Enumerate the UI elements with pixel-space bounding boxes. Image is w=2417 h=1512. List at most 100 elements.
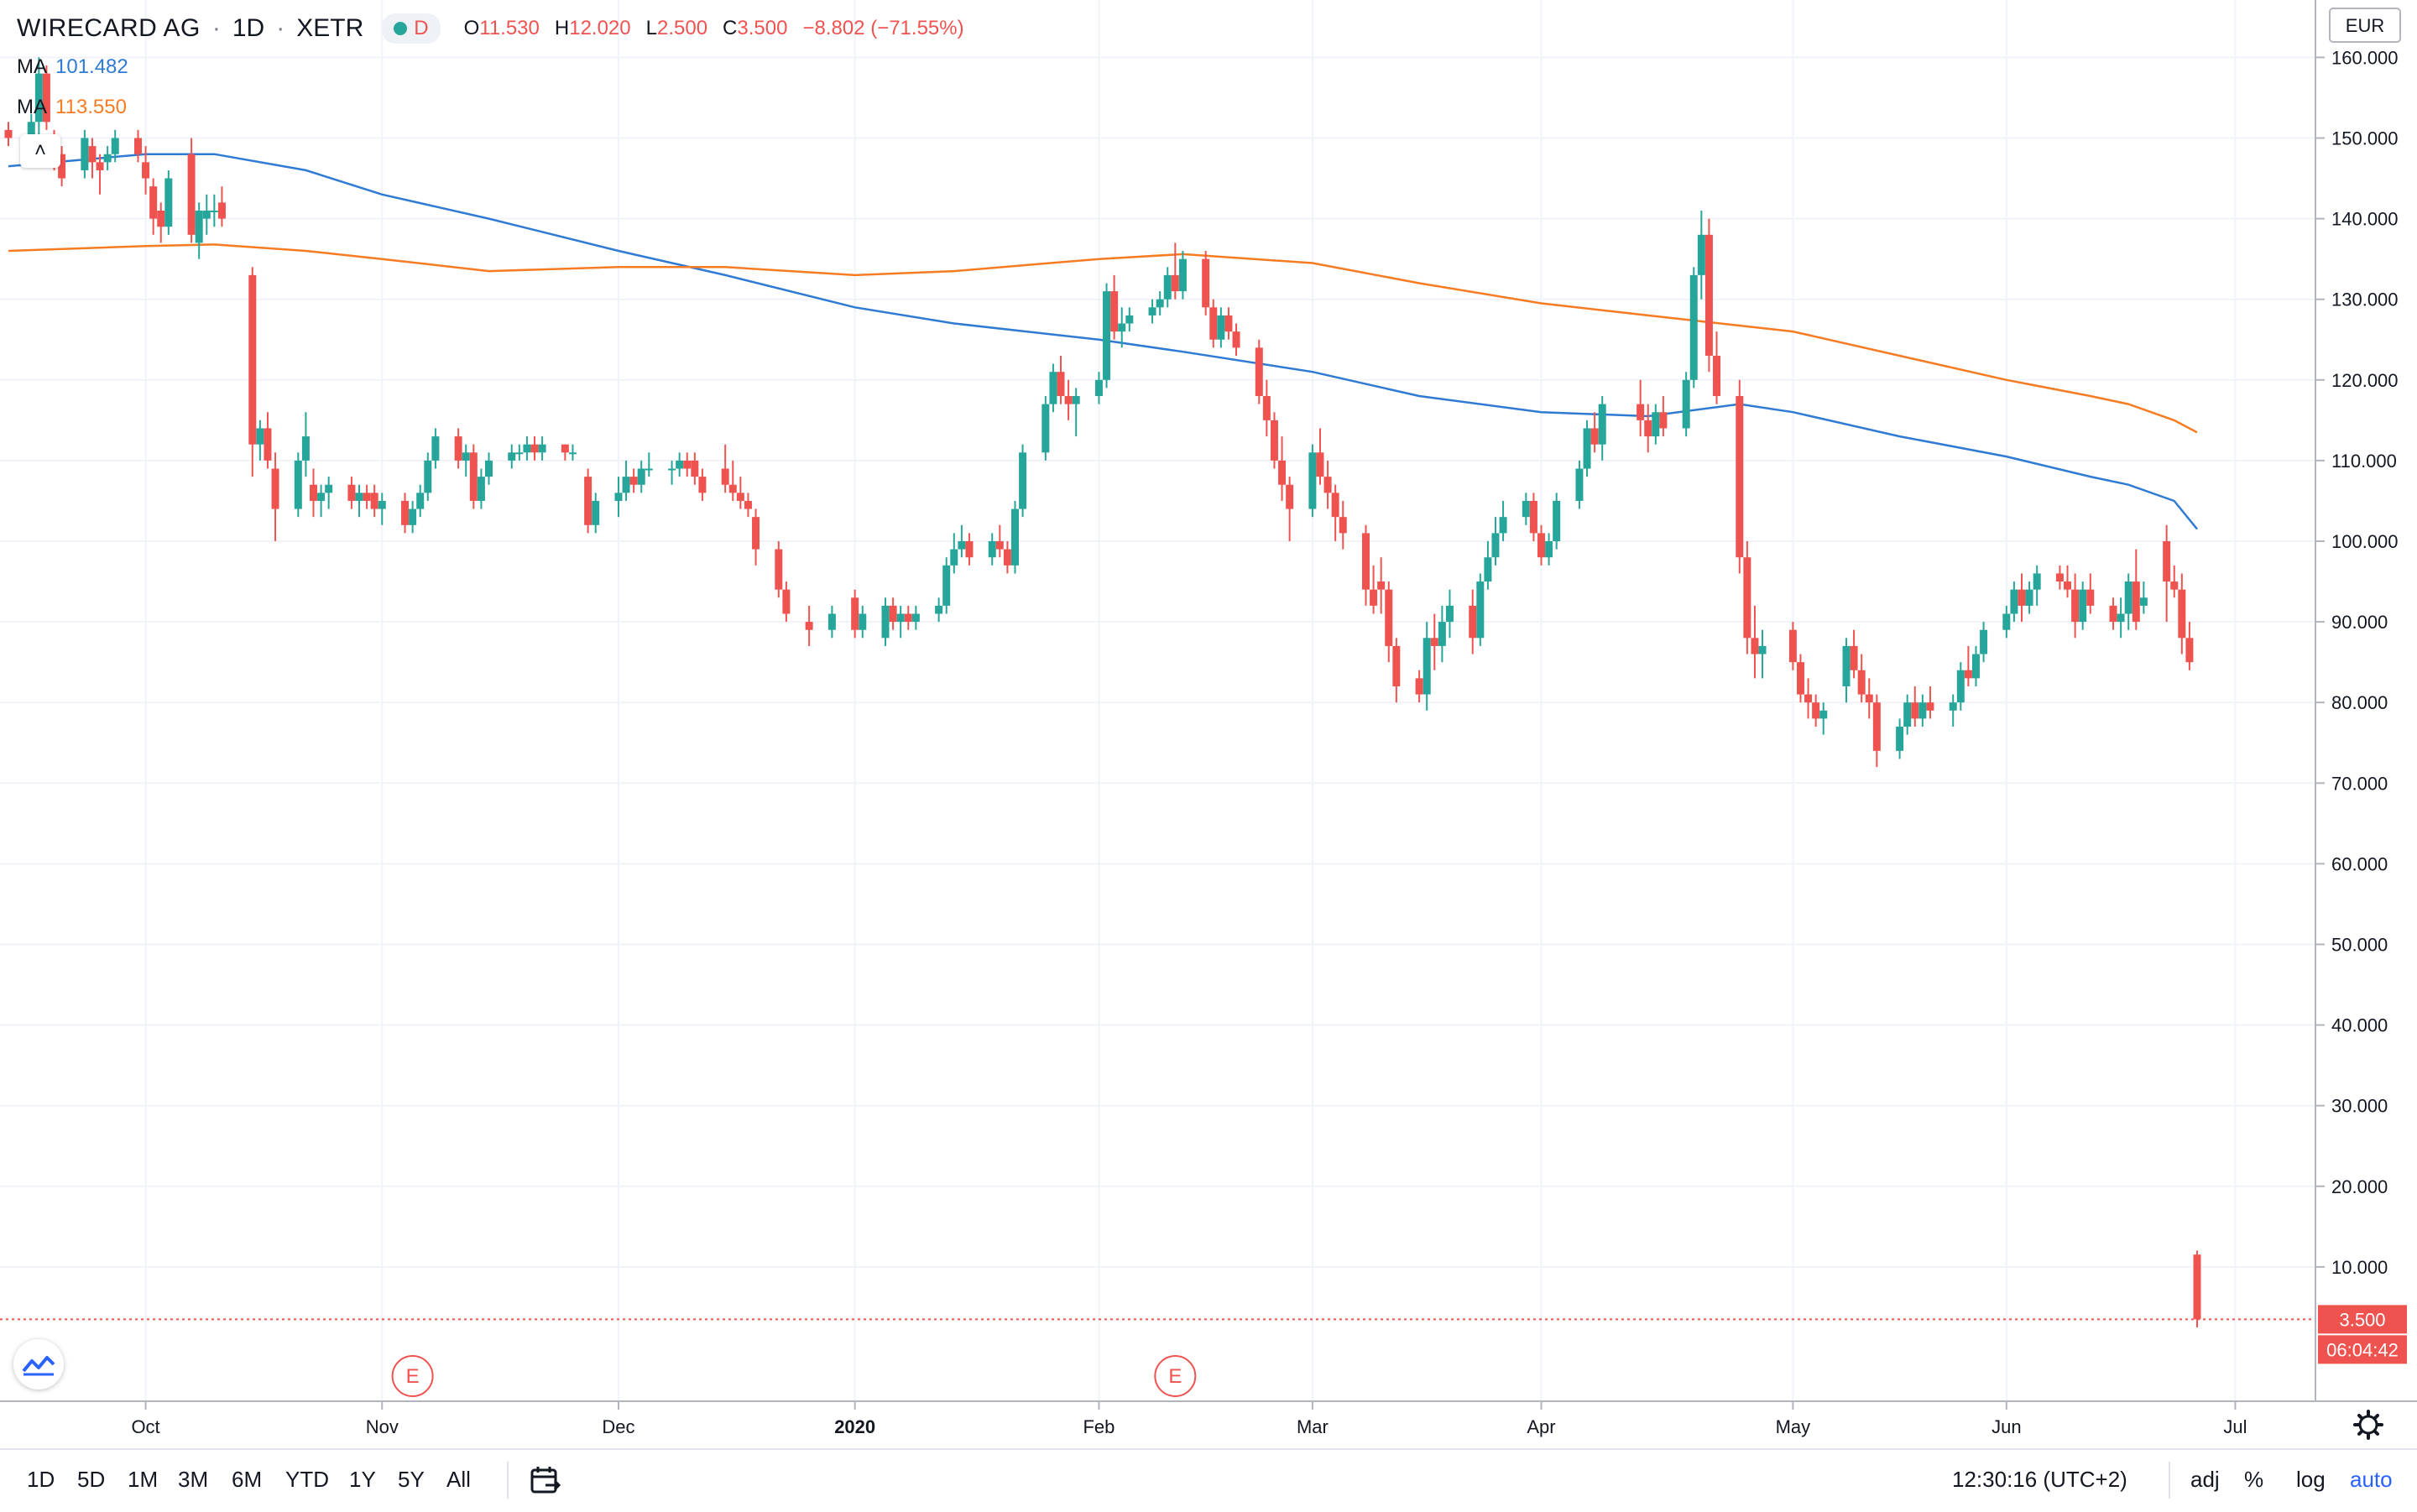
candle[interactable] [1072, 388, 1080, 437]
candle[interactable] [111, 129, 119, 163]
candle[interactable] [1469, 589, 1477, 654]
candle[interactable] [149, 178, 158, 235]
indicator-ma-slow[interactable]: MA 113.550 [17, 96, 127, 119]
candle[interactable] [950, 533, 958, 574]
candle[interactable] [935, 597, 943, 623]
candle[interactable] [1217, 307, 1225, 348]
candle[interactable] [363, 484, 371, 509]
candle[interactable] [1758, 629, 1767, 679]
candle[interactable] [301, 412, 310, 477]
candle[interactable] [1262, 379, 1271, 437]
candle[interactable] [294, 452, 302, 518]
candle[interactable] [744, 493, 752, 518]
candle[interactable] [96, 154, 104, 195]
candle[interactable] [988, 533, 996, 566]
candle[interactable] [1652, 404, 1660, 445]
candle[interactable] [1804, 678, 1813, 719]
candle[interactable] [1232, 323, 1240, 356]
candle[interactable] [2163, 524, 2171, 623]
timeframe-1d[interactable]: 1D [27, 1467, 55, 1492]
auto-scale-toggle[interactable]: auto [2350, 1467, 2393, 1492]
candle[interactable] [1125, 307, 1134, 332]
gear-icon[interactable] [2353, 1410, 2383, 1440]
candle[interactable] [1331, 484, 1339, 541]
market-status-badge[interactable]: D [382, 13, 441, 44]
candle[interactable] [2109, 597, 2117, 630]
candle[interactable] [157, 202, 165, 243]
candle[interactable] [1445, 589, 1454, 639]
candle[interactable] [1316, 428, 1324, 485]
candle[interactable] [1094, 372, 1103, 404]
candle[interactable] [1019, 444, 1027, 518]
candle[interactable] [622, 460, 630, 501]
earnings-event-marker[interactable]: E [391, 1355, 434, 1397]
candle[interactable] [42, 65, 50, 130]
candle[interactable] [88, 138, 97, 179]
candle[interactable] [683, 452, 692, 477]
candle[interactable] [1148, 299, 1156, 324]
timeframe-1y[interactable]: 1Y [349, 1467, 376, 1492]
candle[interactable] [248, 267, 257, 477]
candle[interactable] [1484, 541, 1492, 590]
candle[interactable] [1178, 251, 1187, 300]
candle[interactable] [1949, 694, 1957, 727]
candle[interactable] [1575, 460, 1584, 509]
candle[interactable] [2033, 565, 2041, 606]
candle[interactable] [1118, 307, 1126, 348]
candle[interactable] [508, 444, 516, 469]
candle[interactable] [614, 477, 623, 518]
candle[interactable] [1255, 339, 1263, 404]
candle[interactable] [1171, 242, 1179, 300]
candle[interactable] [484, 452, 493, 485]
candle[interactable] [881, 597, 890, 646]
candle[interactable] [1438, 605, 1446, 663]
candle[interactable] [1689, 267, 1698, 388]
timeframe-3m[interactable]: 3M [178, 1467, 209, 1492]
candle[interactable] [1872, 694, 1881, 768]
candle[interactable] [1064, 379, 1073, 420]
candle[interactable] [637, 460, 645, 493]
candle[interactable] [401, 493, 410, 534]
candle[interactable] [2071, 573, 2080, 639]
candle[interactable] [1971, 645, 1980, 686]
candle[interactable] [1842, 638, 1851, 703]
candle[interactable] [1598, 396, 1606, 461]
candle[interactable] [1926, 686, 1934, 719]
candle[interactable] [1370, 565, 1378, 614]
candle[interactable] [1819, 702, 1828, 735]
candle[interactable] [325, 477, 333, 509]
candle[interactable] [1796, 654, 1804, 703]
candle[interactable] [2132, 549, 2140, 630]
candle[interactable] [698, 468, 707, 501]
candle[interactable] [1918, 694, 1927, 727]
candle[interactable] [965, 533, 974, 566]
timeframe-5y[interactable]: 5Y [398, 1467, 425, 1492]
candle[interactable] [1659, 396, 1668, 437]
candle[interactable] [1713, 331, 1721, 404]
collapse-legend-button[interactable]: ˄ [20, 134, 60, 168]
candle[interactable] [409, 500, 417, 534]
candle[interactable] [1682, 372, 1690, 437]
candle[interactable] [736, 477, 744, 509]
candle[interactable] [1308, 444, 1317, 518]
candle[interactable] [1278, 436, 1287, 501]
candle[interactable] [1209, 299, 1218, 348]
candle[interactable] [1964, 645, 1972, 686]
candle[interactable] [1010, 500, 1019, 574]
candle[interactable] [584, 468, 593, 534]
candle[interactable] [1339, 500, 1347, 550]
candle[interactable] [271, 452, 279, 541]
candle[interactable] [210, 194, 218, 227]
candle[interactable] [1057, 355, 1065, 404]
candle[interactable] [1590, 412, 1599, 453]
candle[interactable] [1202, 251, 1210, 315]
candle[interactable] [523, 436, 531, 461]
earnings-event-marker[interactable]: E [1154, 1355, 1197, 1397]
candle[interactable] [1583, 420, 1591, 477]
candle[interactable] [1163, 267, 1172, 308]
timeframe-all[interactable]: All [446, 1467, 471, 1492]
candle[interactable] [1704, 218, 1713, 373]
percent-scale-toggle[interactable]: % [2244, 1467, 2264, 1492]
candle[interactable] [1788, 622, 1797, 670]
